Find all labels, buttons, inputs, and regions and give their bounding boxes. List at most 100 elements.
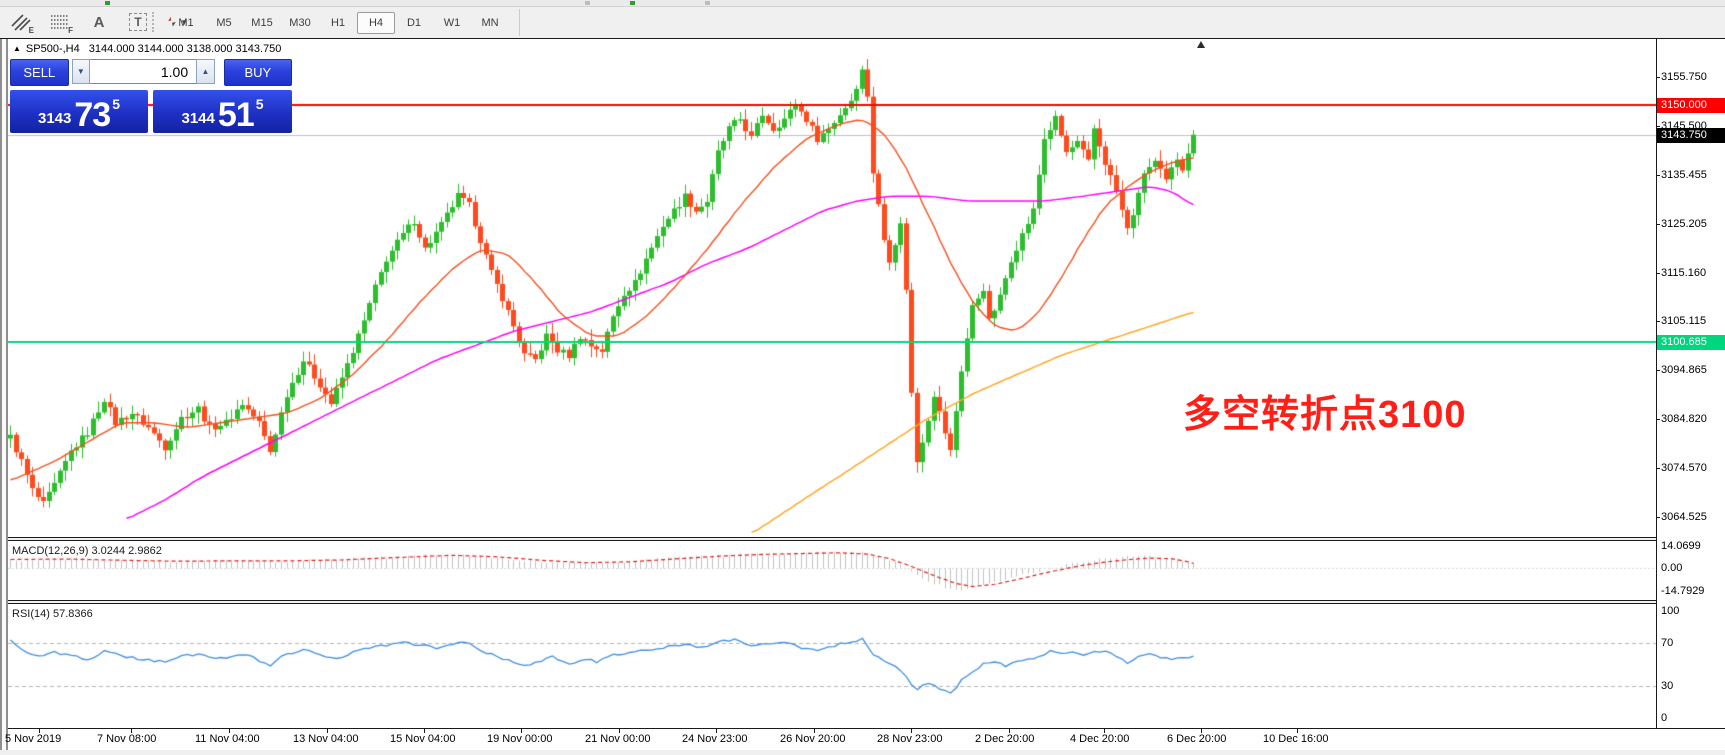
- time-axis-label: 19 Nov 00:00: [487, 733, 553, 745]
- time-axis-label: 6 Dec 20:00: [1167, 733, 1227, 745]
- rsi-axis-label: 30: [1661, 680, 1674, 692]
- time-axis[interactable]: [8, 729, 1725, 750]
- tf-button-M5[interactable]: M5: [216, 16, 232, 29]
- time-axis-label: 13 Nov 04:00: [293, 733, 359, 745]
- ask-price-button[interactable]: 3144 51 5: [153, 90, 292, 133]
- bid-price-button[interactable]: 3143 73 5: [10, 90, 148, 133]
- panel-splitter[interactable]: [8, 601, 1656, 604]
- toolbar-remnant-mark: [105, 1, 110, 5]
- rsi-axis-label: 0: [1661, 712, 1668, 724]
- tf-button-D1[interactable]: D1: [406, 16, 422, 29]
- price-axis-tickmark: [1656, 370, 1660, 371]
- ask-pips: 51: [217, 96, 255, 134]
- chart-window-top-border: [0, 38, 1725, 39]
- price-axis-tickmark: [1656, 321, 1660, 322]
- price-axis-label: 3105.115: [1661, 315, 1707, 327]
- panel-separator[interactable]: [8, 540, 1656, 541]
- macd-axis-label: -14.7929: [1661, 585, 1705, 597]
- price-axis-label: 3125.205: [1661, 218, 1707, 230]
- ohlc-values: 3144.000 3144.000 3138.000 3143.750: [88, 43, 282, 55]
- panel-separator[interactable]: [8, 600, 1656, 601]
- time-axis-tickmark: [1104, 729, 1105, 733]
- time-axis-label: 4 Dec 20:00: [1070, 733, 1130, 745]
- bid-point: 5: [112, 96, 120, 112]
- toolbar-remnant-mark: [705, 1, 710, 5]
- toolbar-remnant-mark: [630, 1, 635, 5]
- price-axis-badge: 3150.000: [1657, 98, 1725, 113]
- ask-point: 5: [255, 96, 264, 112]
- price-axis-tickmark: [1656, 419, 1660, 420]
- time-axis-label: 24 Nov 23:00: [682, 733, 748, 745]
- time-axis-tickmark: [619, 729, 620, 733]
- fibo-lines-icon[interactable]: F: [51, 15, 73, 35]
- time-axis-tickmark: [814, 729, 815, 733]
- time-axis-tickmark: [131, 729, 132, 733]
- price-axis-label: 3094.865: [1661, 364, 1707, 376]
- tf-button-M30[interactable]: M30: [289, 16, 311, 29]
- price-axis-badge: 3100.685: [1657, 335, 1725, 350]
- bid-pips: 73: [74, 96, 111, 134]
- chart-expand-icon[interactable]: ▲: [13, 44, 21, 53]
- price-axis-label: 3115.160: [1661, 267, 1707, 279]
- time-axis-label: 26 Nov 20:00: [780, 733, 846, 745]
- price-axis-label: 3135.455: [1661, 169, 1707, 181]
- time-axis-label: 28 Nov 23:00: [877, 733, 943, 745]
- panel-separator[interactable]: [8, 537, 1656, 538]
- macd-indicator-canvas[interactable]: [8, 541, 1656, 600]
- time-axis-tickmark: [1009, 729, 1010, 733]
- time-axis-tickmark: [1297, 729, 1298, 733]
- symbol-period-label: SP500-,H4: [25, 43, 80, 55]
- panel-separator[interactable]: [8, 603, 1656, 604]
- macd-axis-label: 14.0699: [1661, 540, 1701, 552]
- timeframe-toolbar: M1 M5 M15 M30 H1 H4 D1 W1 MN: [163, 9, 520, 36]
- chart-window-left-frame: [0, 39, 8, 750]
- chart-symbol-header: ▲ SP500-,H4 3144.000 3144.000 3138.000 314…: [13, 43, 281, 55]
- buy-button[interactable]: BUY: [223, 59, 292, 86]
- price-axis-border: [1656, 39, 1657, 729]
- price-axis-badge: 3143.750: [1657, 128, 1725, 143]
- time-axis-border: [8, 728, 1725, 729]
- volume-input[interactable]: [90, 59, 197, 84]
- rsi-axis-label: 100: [1661, 605, 1680, 617]
- volume-increase-button[interactable]: ▲: [196, 59, 215, 84]
- volume-decrease-button[interactable]: ▼: [71, 59, 91, 84]
- time-axis-label: 21 Nov 00:00: [585, 733, 651, 745]
- arrow-objects-icon[interactable]: ▼: [166, 11, 188, 33]
- macd-axis-label: 0.00: [1661, 562, 1683, 574]
- time-axis-tickmark: [911, 729, 912, 733]
- text-label-icon[interactable]: A: [93, 13, 105, 31]
- price-axis-tickmark: [1656, 175, 1660, 176]
- tf-button-W1[interactable]: W1: [443, 16, 461, 29]
- toolbar-grip[interactable]: [152, 12, 154, 32]
- tf-button-H4[interactable]: H4: [357, 11, 395, 34]
- tf-button-MN[interactable]: MN: [481, 16, 499, 29]
- time-axis-label: 11 Nov 04:00: [195, 733, 260, 745]
- time-axis-tickmark: [716, 729, 717, 733]
- tf-button-M1[interactable]: M1: [178, 16, 194, 29]
- time-axis-tickmark: [1201, 729, 1202, 733]
- price-axis-tickmark: [1656, 517, 1660, 518]
- panel-splitter[interactable]: [8, 538, 1656, 541]
- tf-button-H1[interactable]: H1: [330, 16, 346, 29]
- text-box-icon[interactable]: T: [127, 11, 149, 33]
- time-axis-tickmark: [229, 729, 230, 733]
- time-axis-tickmark: [521, 729, 522, 733]
- price-axis-tickmark: [1656, 126, 1660, 127]
- price-axis-tickmark: [1656, 77, 1660, 78]
- rsi-axis-label: 70: [1661, 637, 1674, 649]
- price-axis-label: 3084.820: [1661, 413, 1707, 425]
- time-axis-tickmark: [327, 729, 328, 733]
- toolbar-remnant-mark: [585, 1, 590, 5]
- chart-text-annotation: 多空转折点3100: [1183, 394, 1467, 436]
- time-axis-label: 5 Nov 2019: [5, 733, 62, 745]
- ask-big-figure: 3144: [181, 110, 215, 127]
- tf-button-M15[interactable]: M15: [251, 16, 273, 29]
- macd-label: MACD(12,26,9) 3.0244 2.9862: [12, 545, 162, 557]
- time-axis-label: 2 Dec 20:00: [975, 733, 1035, 745]
- equidistant-channel-icon[interactable]: E: [10, 11, 34, 35]
- sell-button[interactable]: SELL: [10, 59, 69, 86]
- price-axis-tickmark: [1656, 273, 1660, 274]
- rsi-indicator-canvas[interactable]: [8, 604, 1656, 728]
